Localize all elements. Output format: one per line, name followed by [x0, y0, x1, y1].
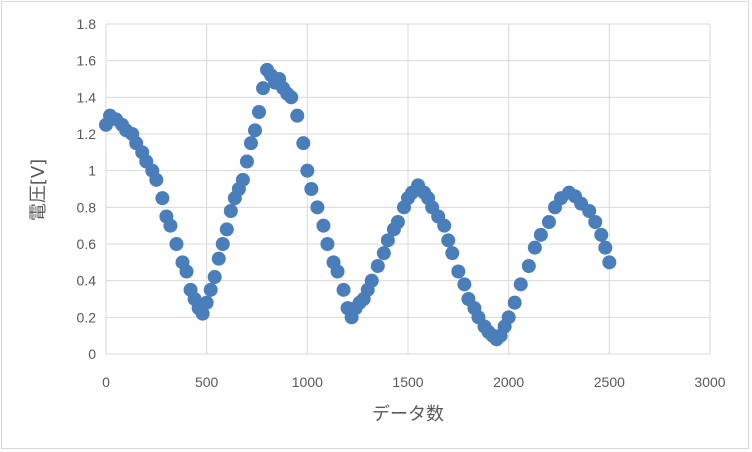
data-point — [602, 255, 617, 270]
data-point — [219, 222, 234, 237]
data-point — [316, 218, 331, 233]
data-point — [527, 240, 542, 255]
y-tick-labels: 0 0.2 0.4 0.6 0.8 1 1.2 1.4 1.6 1.8 — [77, 16, 97, 362]
y-tick-label: 0.6 — [77, 236, 97, 252]
data-point — [390, 215, 405, 229]
data-point — [223, 204, 238, 218]
data-point — [207, 270, 222, 284]
data-point — [441, 233, 456, 248]
data-point — [239, 154, 254, 169]
data-point — [330, 264, 345, 279]
data-point — [370, 259, 385, 273]
data-point — [256, 81, 271, 96]
data-point — [252, 105, 267, 119]
x-tick-label: 1000 — [292, 374, 323, 390]
data-point — [582, 204, 597, 218]
data-point — [290, 108, 305, 123]
data-point — [501, 310, 516, 325]
data-point — [336, 282, 351, 297]
data-point — [163, 218, 178, 233]
data-point — [598, 240, 613, 255]
y-tick-label: 0.8 — [77, 199, 97, 215]
data-point — [247, 123, 262, 138]
data-point — [513, 277, 528, 292]
y-tick-label: 1.2 — [77, 126, 97, 142]
y-tick-label: 0.2 — [77, 309, 97, 325]
data-point — [380, 233, 395, 248]
data-point — [215, 237, 230, 251]
x-tick-label: 500 — [195, 374, 219, 390]
x-tick-label: 2000 — [493, 374, 524, 390]
data-point — [211, 251, 226, 266]
y-tick-label: 0.4 — [77, 273, 97, 289]
data-point — [364, 273, 379, 288]
x-tick-labels: 0 500 1000 1500 2000 2500 3000 — [102, 374, 726, 390]
data-point — [533, 227, 548, 242]
x-tick-label: 2500 — [594, 374, 625, 390]
data-point — [588, 215, 603, 229]
x-tick-label: 3000 — [694, 374, 725, 390]
y-tick-label: 1 — [88, 163, 96, 179]
data-point — [507, 295, 522, 310]
data-point — [149, 172, 164, 187]
data-point — [284, 90, 299, 105]
data-point — [320, 237, 335, 251]
data-point — [437, 218, 452, 233]
data-point — [296, 136, 311, 151]
data-point — [300, 163, 315, 178]
data-point — [376, 246, 391, 261]
data-point — [310, 200, 325, 215]
data-point — [169, 237, 184, 251]
data-point — [203, 282, 218, 297]
data-point — [243, 136, 258, 151]
x-tick-label: 1500 — [392, 374, 423, 390]
data-point — [521, 259, 536, 273]
data-point — [445, 246, 460, 261]
y-tick-label: 0 — [88, 346, 96, 362]
data-point — [451, 264, 466, 279]
data-point — [541, 215, 556, 229]
y-tick-label: 1.6 — [77, 53, 97, 69]
y-tick-label: 1.4 — [77, 89, 97, 105]
data-point — [179, 264, 194, 279]
data-point — [155, 191, 170, 206]
y-axis-title: 電圧[V] — [28, 159, 49, 221]
data-point — [304, 182, 319, 196]
y-tick-label: 1.8 — [77, 16, 97, 32]
data-points — [99, 62, 617, 347]
data-point — [594, 227, 609, 242]
data-point — [195, 306, 210, 321]
x-axis-title: データ数 — [372, 404, 444, 425]
data-point — [235, 172, 250, 187]
x-tick-label: 0 — [102, 374, 110, 390]
data-point — [457, 277, 472, 292]
data-point — [199, 295, 214, 310]
